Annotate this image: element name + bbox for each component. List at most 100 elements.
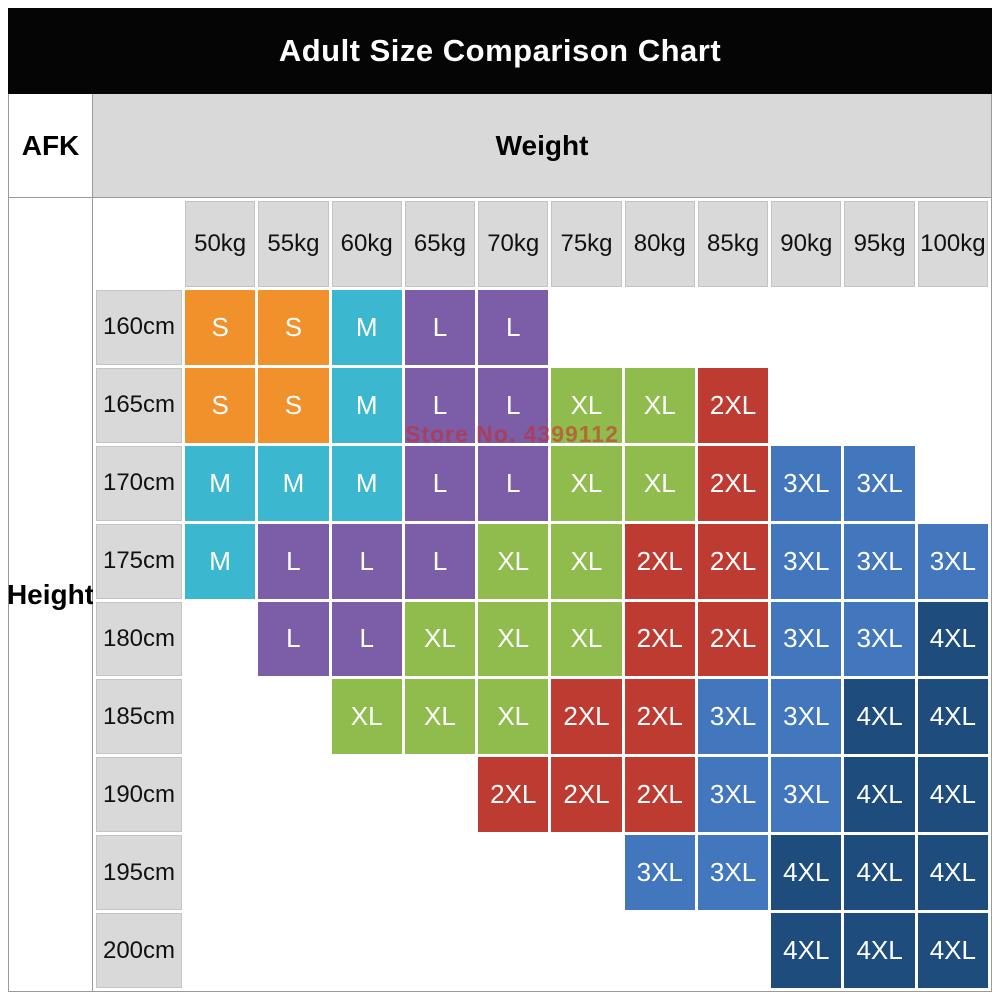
size-cell: 4XL: [917, 913, 988, 988]
size-cell: L: [258, 523, 329, 599]
size-cell: M: [331, 367, 402, 443]
empty-cell: [258, 679, 329, 755]
size-cell: XL: [331, 679, 402, 755]
size-cell: 2XL: [551, 757, 622, 833]
size-cell: 3XL: [844, 601, 915, 677]
empty-cell: [404, 835, 476, 911]
empty-cell: [917, 445, 988, 521]
height-header-cell: 185cm: [96, 679, 182, 755]
empty-cell: [258, 835, 329, 911]
size-cell: M: [185, 523, 256, 599]
size-cell: L: [404, 445, 476, 521]
size-cell: 2XL: [697, 523, 769, 599]
empty-cell: [185, 835, 256, 911]
size-cell: S: [185, 367, 256, 443]
size-cell: 3XL: [697, 757, 769, 833]
axis-header-row: AFK Weight: [8, 94, 992, 198]
size-cell: 3XL: [697, 835, 769, 911]
size-cell: 3XL: [844, 445, 915, 521]
size-cell: M: [331, 290, 402, 365]
weight-header-cell: 55kg: [258, 201, 329, 287]
size-cell: S: [258, 290, 329, 365]
size-cell: L: [404, 290, 476, 365]
size-cell: XL: [478, 601, 549, 677]
size-cell: 4XL: [917, 679, 988, 755]
empty-cell: [331, 835, 402, 911]
empty-cell: [258, 913, 329, 988]
empty-cell: [697, 290, 769, 365]
height-header-cell: 170cm: [96, 445, 182, 521]
empty-cell: [185, 913, 256, 988]
size-cell: L: [478, 445, 549, 521]
size-cell: XL: [624, 367, 695, 443]
weight-axis-title: Weight: [93, 94, 991, 197]
empty-cell: [624, 290, 695, 365]
size-cell: S: [258, 367, 329, 443]
weight-header-cell: 85kg: [697, 201, 769, 287]
empty-cell: [331, 757, 402, 833]
size-cell: 3XL: [844, 523, 915, 599]
size-cell: 2XL: [624, 679, 695, 755]
empty-cell: [185, 601, 256, 677]
height-header-cell: 190cm: [96, 757, 182, 833]
empty-cell: [404, 757, 476, 833]
size-cell: 4XL: [771, 835, 842, 911]
size-cell: L: [478, 367, 549, 443]
size-cell: 4XL: [844, 913, 915, 988]
size-cell: XL: [551, 445, 622, 521]
size-cell: 2XL: [624, 757, 695, 833]
empty-cell: [917, 290, 988, 365]
size-cell: 4XL: [917, 757, 988, 833]
empty-cell: [917, 367, 988, 443]
weight-header-cell: 70kg: [478, 201, 549, 287]
size-cell: 2XL: [624, 601, 695, 677]
size-cell: XL: [551, 601, 622, 677]
size-cell: 3XL: [624, 835, 695, 911]
weight-header-cell: 100kg: [917, 201, 988, 287]
empty-cell: [771, 290, 842, 365]
size-cell: L: [331, 601, 402, 677]
empty-cell: [258, 757, 329, 833]
size-cell: XL: [404, 679, 476, 755]
size-cell: 2XL: [697, 445, 769, 521]
size-cell: S: [185, 290, 256, 365]
size-cell: XL: [551, 523, 622, 599]
size-cell: 2XL: [697, 367, 769, 443]
size-cell: XL: [551, 367, 622, 443]
size-cell: 3XL: [771, 679, 842, 755]
size-cell: 2XL: [551, 679, 622, 755]
size-cell: 4XL: [844, 757, 915, 833]
empty-cell: [844, 290, 915, 365]
height-header-cell: 160cm: [96, 290, 182, 365]
empty-cell: [185, 679, 256, 755]
weight-header-cell: 90kg: [771, 201, 842, 287]
weight-header-cell: 80kg: [624, 201, 695, 287]
empty-cell: [624, 913, 695, 988]
weight-header-cell: 65kg: [404, 201, 476, 287]
height-header-cell: 200cm: [96, 913, 182, 988]
page-title: Adult Size Comparison Chart: [8, 8, 992, 94]
size-cell: 4XL: [917, 601, 988, 677]
empty-cell: [478, 835, 549, 911]
height-header-cell: 195cm: [96, 835, 182, 911]
corner-label: AFK: [9, 94, 93, 197]
size-cell: 3XL: [771, 445, 842, 521]
size-cell: 3XL: [917, 523, 988, 599]
height-header-cell: 175cm: [96, 523, 182, 599]
size-cell: M: [258, 445, 329, 521]
weight-header-cell: 95kg: [844, 201, 915, 287]
size-cell: 3XL: [771, 523, 842, 599]
empty-cell: [331, 913, 402, 988]
empty-cell: [551, 913, 622, 988]
size-cell: 2XL: [478, 757, 549, 833]
grid-corner-cell: [96, 201, 182, 287]
weight-header-cell: 60kg: [331, 201, 402, 287]
size-cell: 4XL: [917, 835, 988, 911]
height-header-cell: 165cm: [96, 367, 182, 443]
size-grid: 50kg 55kg 60kg 65kg 70kg 75kg 80kg 85kg 90kg 95kg…: [93, 198, 991, 991]
size-cell: 2XL: [697, 601, 769, 677]
size-cell: 4XL: [844, 679, 915, 755]
empty-cell: [771, 367, 842, 443]
size-cell: M: [331, 445, 402, 521]
